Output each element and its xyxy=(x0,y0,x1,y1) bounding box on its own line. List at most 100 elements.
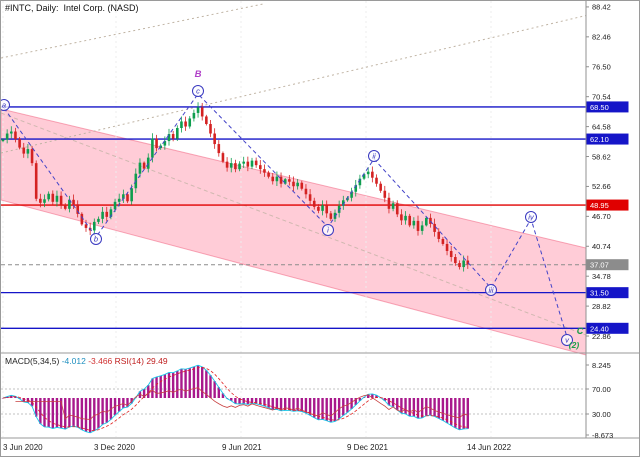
wave-circle xyxy=(525,211,537,223)
macd-histogram-bar xyxy=(196,365,200,398)
candle-body xyxy=(151,138,154,158)
candle-body xyxy=(97,218,100,222)
macd-histogram-bar xyxy=(288,398,291,411)
indicator-macd-value: -4.012 xyxy=(61,356,86,366)
candle-body xyxy=(34,163,38,199)
macd-histogram-bar xyxy=(39,398,42,424)
candle-body xyxy=(18,139,21,148)
wave-circle xyxy=(485,284,497,296)
wave-circle xyxy=(322,224,334,236)
price-badge-text: 37.07 xyxy=(590,261,609,270)
x-axis-label: 9 Dec 2021 xyxy=(347,443,388,452)
candle-body xyxy=(30,149,34,164)
price-badge-text: 62.10 xyxy=(590,135,609,144)
candle-body xyxy=(371,171,374,178)
candle-body xyxy=(342,200,345,206)
macd-histogram-bar xyxy=(433,398,436,417)
candle-body xyxy=(217,144,221,154)
candle-body xyxy=(404,215,407,221)
candle-body xyxy=(209,123,212,134)
macd-line xyxy=(2,364,468,434)
candle-body xyxy=(138,162,142,174)
macd-histogram-bar xyxy=(180,368,183,398)
macd-histogram-bar xyxy=(333,398,337,422)
macd-histogram-bar xyxy=(105,398,108,423)
macd-histogram-bar xyxy=(267,398,270,408)
wave-label: a xyxy=(2,100,6,109)
candle-body xyxy=(167,134,171,142)
macd-histogram-bar xyxy=(122,398,125,408)
macd-histogram-bar xyxy=(458,398,461,430)
macd-histogram-bar xyxy=(84,398,88,432)
x-axis-label: 14 Jun 2022 xyxy=(467,443,512,452)
macd-histogram-bar xyxy=(342,398,345,416)
candle-body xyxy=(329,213,333,219)
macd-histogram-bar xyxy=(184,369,187,398)
macd-histogram-bar xyxy=(126,398,129,408)
macd-histogram-bar xyxy=(321,398,324,420)
candle-body xyxy=(259,165,262,170)
macd-histogram-bar xyxy=(167,372,171,398)
candle-body xyxy=(263,169,266,173)
candle-body xyxy=(429,217,432,224)
candle-body xyxy=(391,203,395,209)
wave-label: b xyxy=(94,234,98,243)
candle-body xyxy=(14,131,17,140)
macd-histogram-bar xyxy=(317,398,320,420)
macd-histogram-bar xyxy=(192,366,196,398)
y-axis-label: 58.62 xyxy=(592,152,611,161)
wave-label: C xyxy=(577,326,584,336)
macd-histogram-bar xyxy=(221,393,225,398)
macd-histogram-bar xyxy=(371,393,374,398)
y-axis-label: 28.82 xyxy=(592,302,611,311)
candle-body xyxy=(425,217,428,226)
candle-body xyxy=(449,250,453,258)
candle-body xyxy=(192,112,196,119)
trendline xyxy=(1,112,587,336)
candle-body xyxy=(55,195,59,202)
candle-body xyxy=(225,161,229,168)
indicator-label: MACD(5,34,5) -4.012 -3.466 RSI(14) 29.49 xyxy=(5,356,168,366)
indicator-axis-label: -8.673 xyxy=(592,431,613,440)
candle-body xyxy=(229,163,233,168)
wave-label: i xyxy=(327,225,329,234)
macd-histogram-bar xyxy=(163,374,167,398)
macd-histogram-bar xyxy=(59,398,63,429)
candle-body xyxy=(113,201,117,210)
macd-histogram-bar xyxy=(367,394,370,398)
candle-body xyxy=(105,211,109,217)
candle-body xyxy=(47,193,50,200)
macd-histogram-bar xyxy=(217,387,220,398)
wave-label: c xyxy=(196,86,200,95)
macd-histogram-bar xyxy=(454,398,457,428)
wave-label: (2) xyxy=(569,340,580,350)
candle-body xyxy=(84,224,88,228)
candle-body xyxy=(126,194,129,202)
macd-histogram-bar xyxy=(404,398,407,414)
candle-body xyxy=(80,213,84,225)
candle-body xyxy=(10,131,13,134)
macd-histogram-bar xyxy=(416,398,420,419)
macd-histogram-bar xyxy=(325,398,328,421)
macd-histogram-bar xyxy=(358,398,362,401)
price-badge-text: 31.50 xyxy=(590,289,609,298)
macd-histogram-bar xyxy=(408,398,411,417)
macd-histogram-bar xyxy=(313,398,316,418)
candle-body xyxy=(250,160,254,167)
candle-body xyxy=(184,121,187,127)
candle-body xyxy=(238,163,241,170)
candle-body xyxy=(142,162,146,169)
candle-body xyxy=(362,174,366,179)
y-axis-label: 40.74 xyxy=(592,242,611,251)
candle-body xyxy=(296,182,299,187)
candle-body xyxy=(5,133,9,140)
candle-body xyxy=(288,179,291,182)
candle-body xyxy=(304,188,308,195)
candle-body xyxy=(43,199,46,203)
candle-body xyxy=(395,203,399,215)
candle-body xyxy=(387,197,391,209)
indicator-axis-label: 70.00 xyxy=(592,385,611,394)
candle-body xyxy=(1,139,5,142)
candle-body xyxy=(279,176,283,184)
